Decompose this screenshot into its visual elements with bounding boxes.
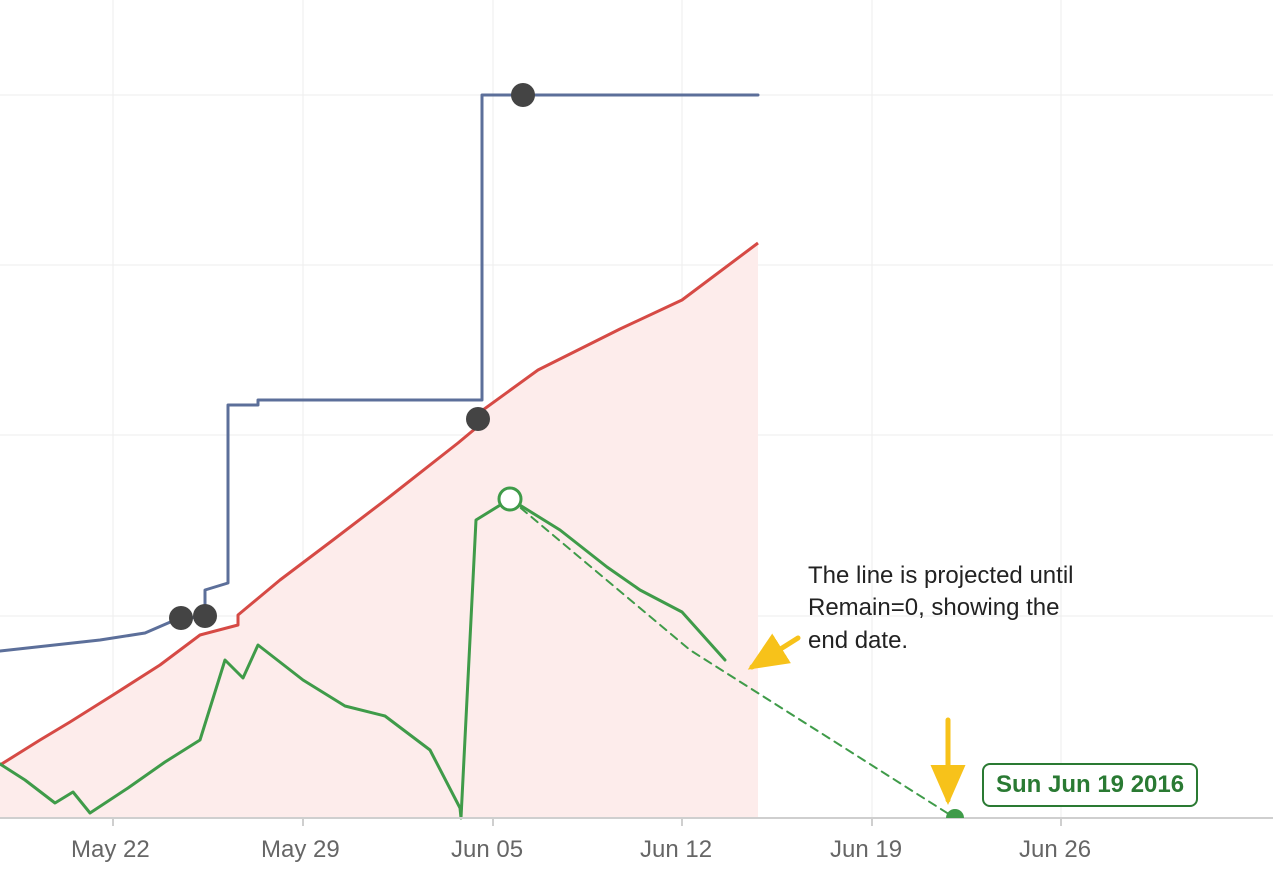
- scope-marker-dot: [511, 83, 535, 107]
- annotation-line2: Remain=0, showing the: [808, 594, 1059, 621]
- annotation-line1: The line is projected until: [808, 562, 1073, 589]
- x-tick-label: Jun 26: [1019, 836, 1091, 864]
- scope-marker-dot: [466, 407, 490, 431]
- scope-marker-dot: [193, 604, 217, 628]
- scope-marker-dot: [169, 606, 193, 630]
- annotation-line3: end date.: [808, 627, 908, 654]
- x-tick-label: May 29: [261, 836, 340, 864]
- x-tick-label: Jun 19: [830, 836, 902, 864]
- annotation-text: The line is projected until Remain=0, sh…: [808, 560, 1073, 657]
- x-tick-label: Jun 05: [451, 836, 523, 864]
- x-tick-label: Jun 12: [640, 836, 712, 864]
- end-date-badge: Sun Jun 19 2016: [982, 763, 1198, 807]
- burndown-chart: The line is projected until Remain=0, sh…: [0, 0, 1273, 889]
- chart-svg: [0, 0, 1273, 889]
- projection-start-marker: [499, 488, 521, 510]
- x-tick-label: May 22: [71, 836, 150, 864]
- end-date-text: Sun Jun 19 2016: [996, 771, 1184, 798]
